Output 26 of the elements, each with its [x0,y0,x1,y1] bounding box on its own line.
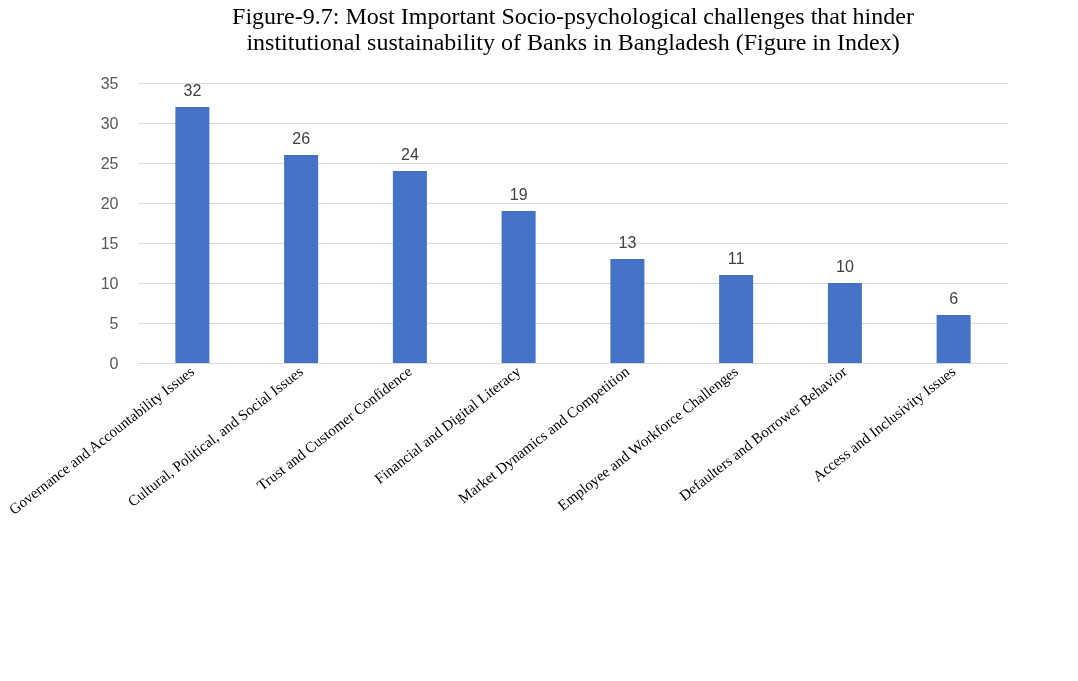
data-label: 10 [835,258,854,275]
data-label: 24 [400,146,419,163]
data-label: 13 [618,234,637,251]
data-label: 6 [949,290,959,307]
bar [501,211,536,363]
data-label: 19 [509,186,528,203]
y-tick-label: 35 [100,74,119,92]
bar [936,315,971,363]
bar [610,259,645,363]
bar [392,171,427,363]
bar [284,155,319,363]
y-tick-label: 20 [100,194,119,212]
y-tick-label: 30 [100,114,119,132]
y-tick-label: 25 [100,154,119,172]
bar [175,107,210,363]
y-tick-label: 10 [100,274,119,292]
text: Figure-9.7: Most Important Socio-psychological challenges that hinder [232,3,914,29]
text: institutional sustainability of Banks in Bangladesh (Figure in Index) [246,29,900,55]
data-label: 11 [727,250,745,267]
y-tick-label: 5 [109,314,119,332]
bar [719,275,754,363]
data-label: 26 [292,130,311,147]
bar [827,283,862,363]
y-tick-label: 15 [100,234,119,252]
data-label: 32 [183,82,202,99]
y-tick-label: 0 [109,354,119,372]
